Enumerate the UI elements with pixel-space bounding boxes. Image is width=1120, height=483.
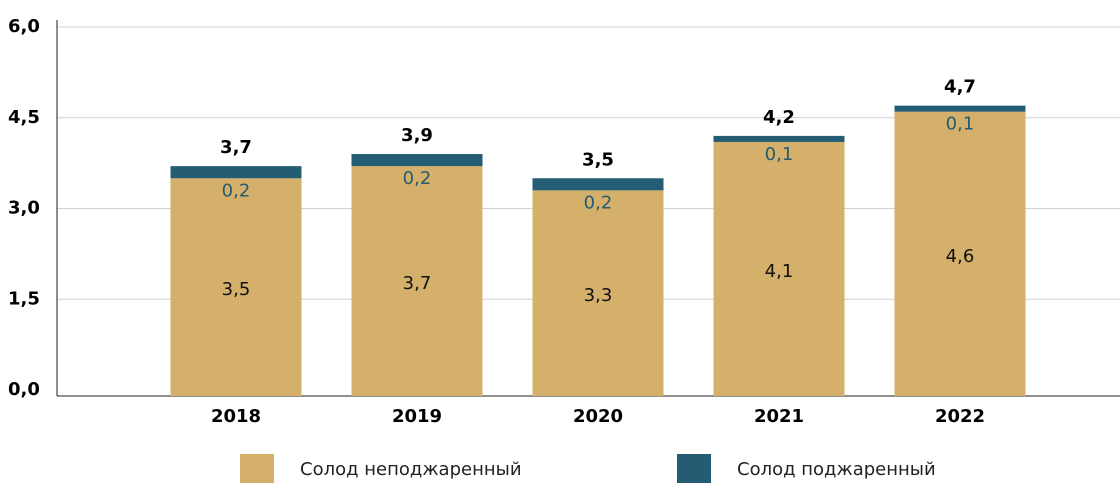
bar-segment: [713, 141, 845, 396]
y-tick-label: 1,5: [8, 288, 40, 309]
legend-swatch: [677, 454, 711, 483]
bar-segment: [351, 154, 483, 167]
total-label: 3,5: [582, 149, 614, 170]
value-label: 3,5: [222, 279, 251, 300]
total-label: 3,9: [401, 125, 433, 146]
y-tick-label: 4,5: [8, 107, 40, 128]
value-label: 0,2: [222, 180, 251, 201]
bar-segment: [351, 166, 483, 396]
legend-swatch: [240, 454, 274, 483]
y-tick-label: 6,0: [8, 16, 40, 37]
bar-segment: [170, 166, 302, 179]
value-label: 0,1: [765, 144, 794, 165]
bar-segment: [170, 178, 302, 396]
bar-segment: [894, 105, 1026, 112]
x-tick-label: 2022: [935, 406, 985, 427]
x-tick-label: 2020: [573, 406, 623, 427]
bar-segment: [532, 190, 664, 396]
value-label: 4,1: [765, 261, 794, 282]
value-label: 0,2: [584, 192, 613, 213]
total-label: 3,7: [220, 137, 252, 158]
legend-label: Солод поджаренный: [737, 459, 936, 480]
bar-segment: [532, 178, 664, 191]
value-label: 4,6: [946, 246, 975, 267]
legend-label: Солод неподжаренный: [300, 459, 522, 480]
x-tick-label: 2018: [211, 406, 261, 427]
x-tick-label: 2021: [754, 406, 804, 427]
y-tick-label: 3,0: [8, 198, 40, 219]
value-label: 0,2: [403, 168, 432, 189]
value-label: 3,7: [403, 273, 432, 294]
y-tick-label: 0,0: [8, 379, 40, 400]
value-label: 3,3: [584, 285, 613, 306]
total-label: 4,2: [763, 107, 795, 128]
bar-segment: [713, 135, 845, 142]
total-label: 4,7: [944, 77, 976, 98]
x-tick-label: 2019: [392, 406, 442, 427]
bar-segment: [894, 111, 1026, 396]
value-label: 0,1: [946, 114, 975, 135]
